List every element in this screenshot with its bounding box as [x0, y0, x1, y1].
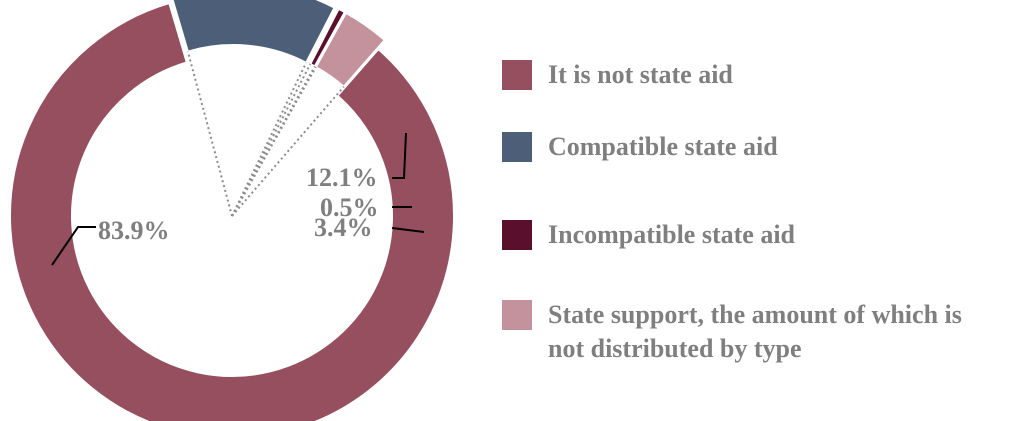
- data-label-not-state-aid: 83.9%: [98, 216, 170, 245]
- legend-label: Compatible state aid: [548, 132, 778, 161]
- legend-swatch: [502, 60, 532, 90]
- connector-line-undistributed-end: [231, 86, 345, 217]
- leader-line-not-state-aid: [51, 226, 96, 266]
- data-label-incompatible: 0.5%: [320, 193, 379, 222]
- data-label-undistributed: 3.4%: [314, 213, 373, 242]
- donut-chart: 83.9% 12.1% 0.5% 3.4%: [9, 0, 455, 421]
- legend-label: It is not state aid: [548, 60, 733, 89]
- leader-line-undistributed: [391, 227, 425, 233]
- leader-line-compatible: [392, 132, 407, 179]
- connector-line-undistributed-start: [231, 66, 317, 217]
- data-labels: 83.9% 12.1% 0.5% 3.4%: [98, 163, 379, 245]
- legend: It is not state aid Compatible state aid…: [502, 0, 1017, 421]
- donut-slice-undistributed: [314, 11, 387, 89]
- donut-slices: [9, 0, 455, 421]
- legend-label: State support, the amount of which is no…: [548, 300, 962, 363]
- connector-line-compatible-start: [186, 51, 233, 217]
- connector-line-incompatible-start: [231, 63, 312, 217]
- data-label-compatible: 12.1%: [306, 163, 378, 192]
- legend-item-incompatible: Incompatible state aid: [502, 218, 795, 252]
- legend-swatch: [502, 132, 532, 162]
- connector-line-compatible-end: [231, 62, 308, 217]
- legend-label: Incompatible state aid: [548, 220, 795, 249]
- donut-slice-not-state-aid: [9, 1, 455, 421]
- legend-swatch: [502, 220, 532, 250]
- donut-slice-compatible: [171, 0, 336, 65]
- legend-swatch: [502, 300, 532, 330]
- legend-item-compatible: Compatible state aid: [502, 130, 778, 164]
- legend-item-not-state-aid: It is not state aid: [502, 58, 733, 92]
- leader-lines: [51, 51, 425, 266]
- legend-item-undistributed: State support, the amount of which is no…: [502, 298, 962, 366]
